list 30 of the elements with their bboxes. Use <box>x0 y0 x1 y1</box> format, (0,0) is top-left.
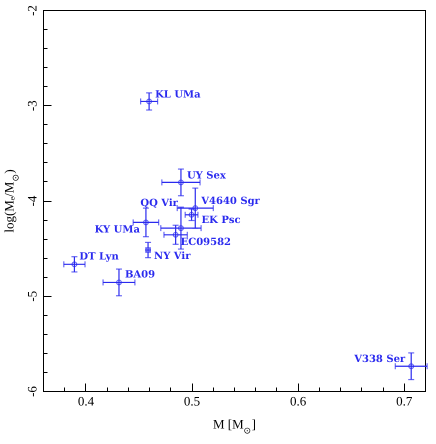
point <box>142 219 149 226</box>
x-tick-label: 0.4 <box>78 394 95 408</box>
point <box>178 179 184 186</box>
point <box>172 232 179 238</box>
point <box>188 212 194 218</box>
annotation: QQ Vir <box>140 198 179 210</box>
point <box>408 363 414 370</box>
annotation: EC09582 <box>180 236 232 248</box>
x-axis-title: M [M$_{⊙}$] <box>212 416 256 436</box>
annotation: NY Vir <box>154 251 192 262</box>
y-tick-label: -6 <box>24 386 40 397</box>
x-tick-label: 0.5 <box>184 394 200 408</box>
annotation: EK Psc <box>202 214 241 226</box>
point <box>71 261 78 268</box>
y-tick-label: -2 <box>24 5 40 16</box>
point <box>192 205 198 212</box>
y-tick-label: -4 <box>24 195 40 206</box>
annotation: UY Sex <box>186 170 227 182</box>
y-tick-label: -3 <box>24 100 40 112</box>
x-tick-label: 0.7 <box>396 394 413 408</box>
x-tick-label: 0.6 <box>290 394 307 408</box>
annotation: KL UMa <box>155 89 202 100</box>
point <box>116 279 122 286</box>
point <box>178 225 184 232</box>
y-tick-label: -5 <box>24 290 40 302</box>
annotation: BA09 <box>124 269 156 280</box>
annotation: DT Lyn <box>79 251 120 262</box>
annotation: KY UMa <box>94 224 140 236</box>
annotation: V338 Ser <box>353 354 406 366</box>
annotation: V4640 Sgr <box>200 196 261 208</box>
